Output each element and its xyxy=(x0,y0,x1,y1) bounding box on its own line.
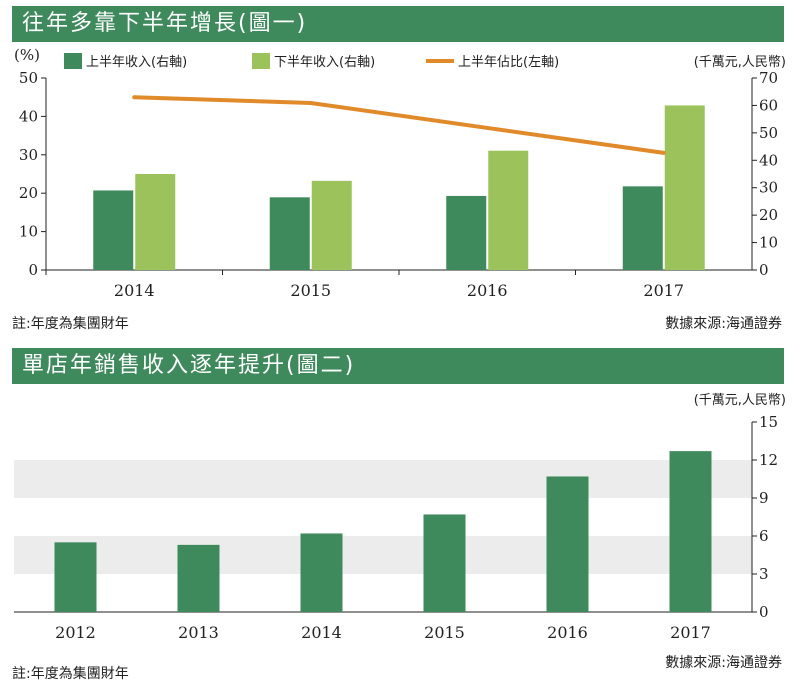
bar-h1-2016 xyxy=(446,195,487,270)
right-tick-label: 9 xyxy=(759,489,769,507)
right-tick-label: 0 xyxy=(759,603,769,621)
point-h1-share-2015 xyxy=(308,100,313,105)
bar-store-revenue-2015 xyxy=(423,514,466,612)
bar-store-revenue-2016 xyxy=(546,476,589,612)
bar-store-revenue-2017 xyxy=(669,451,712,612)
right-tick-label: 30 xyxy=(759,179,778,197)
left-tick-label: 50 xyxy=(19,69,38,87)
right-tick-label: 60 xyxy=(759,96,778,114)
bar-store-revenue-2013 xyxy=(177,544,220,612)
x-tick-label: 2012 xyxy=(55,623,96,642)
x-tick-label: 2016 xyxy=(547,623,588,642)
x-tick-label: 2014 xyxy=(114,281,155,300)
x-tick-label: 2017 xyxy=(643,281,684,300)
right-tick-label: 0 xyxy=(759,261,769,279)
left-tick-label: 20 xyxy=(19,184,38,202)
x-tick-label: 2014 xyxy=(301,623,342,642)
bar-h1-2015 xyxy=(269,197,310,270)
legend-label: 上半年收入(右軸) xyxy=(86,55,187,70)
legend-label: 上半年佔比(左軸) xyxy=(458,55,559,70)
bar-h2-2015 xyxy=(311,180,352,270)
right-axis-label: (千萬元,人民幣) xyxy=(694,393,786,408)
bar-store-revenue-2012 xyxy=(54,542,97,612)
bar-h1-2014 xyxy=(93,190,134,270)
right-axis-label: (千萬元,人民幣) xyxy=(694,55,786,70)
grid-band xyxy=(14,460,752,498)
bar-h1-2017 xyxy=(622,186,663,270)
chart1-source: 數據來源:海通證券 xyxy=(665,316,782,332)
line-h1-share xyxy=(134,95,665,155)
chart1-title: 往年多靠下半年增長(圖一) xyxy=(12,6,784,42)
chart2-title: 單店年銷售收入逐年提升(圖二) xyxy=(12,348,784,384)
right-tick-label: 20 xyxy=(759,206,778,224)
chart1-svg: 0 10 20 30 40 50 0 10 20 30 40 50 60 70 (%) (千萬元,人民幣) 20… xyxy=(14,46,786,300)
x-tick-label: 2016 xyxy=(467,281,508,300)
x-tick-label: 2015 xyxy=(424,623,465,642)
chart2-source: 數據來源:海通證券 xyxy=(665,655,782,671)
x-tick-label: 2013 xyxy=(178,623,219,642)
left-tick-label: 30 xyxy=(19,146,38,164)
legend-swatch xyxy=(64,53,82,69)
x-tick-label: 2017 xyxy=(670,623,711,642)
right-tick-label: 50 xyxy=(759,124,778,142)
right-tick-label: 12 xyxy=(759,451,778,469)
grid-band xyxy=(14,536,752,574)
legend-swatch xyxy=(252,53,270,69)
bar-h2-2016 xyxy=(488,150,529,270)
right-tick-label: 3 xyxy=(759,565,769,583)
right-tick-label: 70 xyxy=(759,69,778,87)
right-tick-label: 6 xyxy=(759,527,769,545)
right-tick-label: 10 xyxy=(759,234,778,252)
left-axis-label: (%) xyxy=(14,46,40,64)
right-tick-label: 40 xyxy=(759,151,778,169)
bar-store-revenue-2014 xyxy=(300,533,343,612)
chart2-svg: 0 3 6 9 12 15 (千萬元,人民幣) 2012 2013 2014 2015 2016 201… xyxy=(14,393,786,642)
chart2-footnote: 註:年度為集團財年 xyxy=(12,666,129,682)
bar-h2-2014 xyxy=(135,174,176,270)
point-h1-share-2016 xyxy=(485,125,490,130)
legend-label: 下半年收入(右軸) xyxy=(274,55,375,70)
right-tick-label: 15 xyxy=(759,413,778,431)
bar-h2-2017 xyxy=(664,105,705,270)
x-tick-label: 2015 xyxy=(290,281,331,300)
left-tick-label: 10 xyxy=(19,223,38,241)
point-h1-share-2014 xyxy=(132,95,137,100)
left-tick-label: 40 xyxy=(19,107,38,125)
left-tick-label: 0 xyxy=(28,261,38,279)
chart1-footnote: 註:年度為集團財年 xyxy=(12,316,129,332)
point-h1-share-2017 xyxy=(661,150,666,155)
